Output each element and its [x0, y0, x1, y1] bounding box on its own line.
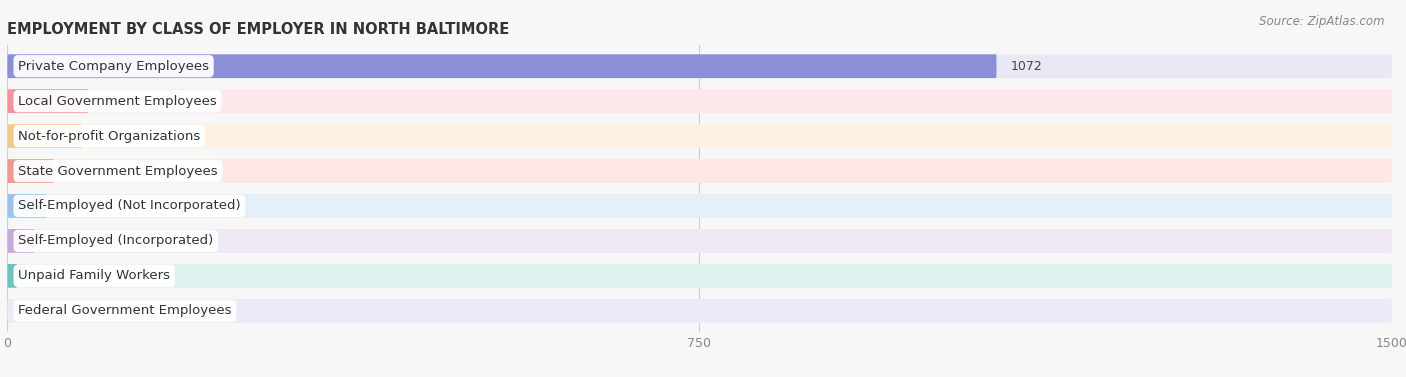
FancyBboxPatch shape — [7, 124, 82, 148]
FancyBboxPatch shape — [7, 89, 89, 113]
Text: State Government Employees: State Government Employees — [18, 164, 218, 178]
Text: Source: ZipAtlas.com: Source: ZipAtlas.com — [1260, 15, 1385, 28]
Text: 11: 11 — [31, 269, 46, 282]
Text: 51: 51 — [67, 164, 84, 178]
Text: Self-Employed (Incorporated): Self-Employed (Incorporated) — [18, 234, 214, 247]
FancyBboxPatch shape — [7, 194, 1392, 218]
Text: 81: 81 — [96, 130, 111, 143]
FancyBboxPatch shape — [7, 54, 1392, 78]
Text: Local Government Employees: Local Government Employees — [18, 95, 217, 108]
Text: Private Company Employees: Private Company Employees — [18, 60, 209, 73]
FancyBboxPatch shape — [7, 229, 34, 253]
FancyBboxPatch shape — [7, 89, 1392, 113]
FancyBboxPatch shape — [7, 159, 1392, 183]
FancyBboxPatch shape — [7, 264, 17, 288]
FancyBboxPatch shape — [7, 194, 46, 218]
Text: 88: 88 — [103, 95, 118, 108]
FancyBboxPatch shape — [7, 229, 1392, 253]
Text: 0: 0 — [21, 304, 30, 317]
Text: 1072: 1072 — [1011, 60, 1042, 73]
Text: Self-Employed (Not Incorporated): Self-Employed (Not Incorporated) — [18, 199, 240, 213]
FancyBboxPatch shape — [7, 264, 1392, 288]
FancyBboxPatch shape — [7, 124, 1392, 148]
FancyBboxPatch shape — [7, 54, 997, 78]
Text: Unpaid Family Workers: Unpaid Family Workers — [18, 269, 170, 282]
FancyBboxPatch shape — [7, 159, 53, 183]
Text: Not-for-profit Organizations: Not-for-profit Organizations — [18, 130, 201, 143]
Text: 43: 43 — [60, 199, 76, 213]
Text: Federal Government Employees: Federal Government Employees — [18, 304, 232, 317]
Text: EMPLOYMENT BY CLASS OF EMPLOYER IN NORTH BALTIMORE: EMPLOYMENT BY CLASS OF EMPLOYER IN NORTH… — [7, 22, 509, 37]
Text: 30: 30 — [49, 234, 65, 247]
FancyBboxPatch shape — [7, 299, 1392, 323]
